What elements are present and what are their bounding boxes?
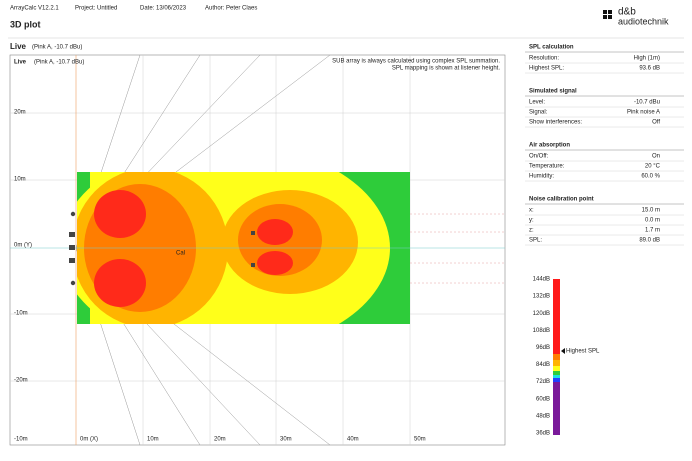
row-value: Off	[652, 120, 660, 126]
row-value: On	[652, 154, 660, 160]
highest-spl-marker: Highest SPL	[566, 349, 600, 355]
section-title: SPL calculation	[529, 45, 574, 51]
row-label: Signal:	[529, 110, 548, 116]
row-value: Pink noise A	[627, 110, 660, 116]
scale-label: 60dB	[536, 396, 550, 402]
panel-title: Live	[10, 42, 27, 51]
logo-top: d&b	[618, 7, 636, 18]
author: Author: Peter Claes	[205, 6, 257, 12]
x-label: 50m	[414, 437, 426, 443]
scale-label: 48dB	[536, 413, 550, 419]
row-label: Highest SPL:	[529, 66, 564, 72]
row-label: SPL:	[529, 238, 542, 244]
scale-label: 144dB	[533, 277, 550, 283]
section-title: Noise calibration point	[529, 197, 594, 203]
row-label: Level:	[529, 100, 545, 106]
row-label: Humidity:	[529, 174, 554, 180]
row-value: 93.6 dB	[639, 66, 660, 72]
date: Date: 13/06/2023	[140, 6, 187, 12]
y-label: 20m	[14, 110, 26, 116]
row-value: 15.0 m	[642, 208, 660, 214]
app-name: ArrayCalc V12.2.1	[10, 6, 59, 12]
row-value: 1.7 m	[645, 228, 660, 234]
row-value: 60.0 %	[641, 174, 660, 180]
section-title: Simulated signal	[529, 89, 577, 95]
logo-bottom: audiotechnik	[618, 16, 669, 26]
row-value: 0.0 m	[645, 218, 660, 224]
y-label: -20m	[14, 378, 28, 384]
plot-title: Live	[14, 60, 27, 66]
x-label: 0m (X)	[80, 437, 98, 443]
y-label: -10m	[14, 311, 28, 317]
color-scale: Highest SPL 144dB 132dB 120dB 108dB 96dB 84dB…	[533, 277, 600, 437]
scale-label: 96dB	[536, 345, 550, 351]
project: Project: Untitled	[75, 6, 117, 12]
page-title: 3D plot	[10, 19, 41, 29]
scale-label: 84dB	[536, 362, 550, 368]
scale-label: 120dB	[533, 311, 550, 317]
scale-label: 108dB	[533, 328, 550, 334]
row-label: On/Off:	[529, 154, 549, 160]
y-label: 0m (Y)	[14, 243, 32, 249]
plot-subtitle: (Pink A, -10.7 dBu)	[34, 60, 84, 66]
logo: d&b audiotechnik	[603, 7, 669, 26]
row-label: x:	[529, 208, 534, 214]
row-label: y:	[529, 218, 534, 224]
x-label: -10m	[14, 437, 28, 443]
row-value: 89.0 dB	[639, 238, 660, 244]
row-label: Temperature:	[529, 164, 565, 170]
scale-label: 36dB	[536, 430, 550, 436]
row-label: Show interferences:	[529, 120, 582, 126]
scale-label: 132dB	[533, 294, 550, 300]
row-value: -10.7 dBu	[634, 100, 660, 106]
panel-subtitle: (Pink A, -10.7 dBu)	[32, 45, 82, 51]
row-label: Resolution:	[529, 56, 559, 62]
y-label: 10m	[14, 177, 26, 183]
section-title: Air absorption	[529, 143, 570, 149]
scale-label: 72dB	[536, 379, 550, 385]
x-label: 40m	[347, 437, 359, 443]
plot-note: SUB array is always calculated using com…	[332, 59, 500, 65]
plot-note: SPL mapping is shown at listener height.	[392, 66, 501, 72]
speakers	[69, 211, 255, 286]
x-label: 10m	[147, 437, 159, 443]
row-label: z:	[529, 228, 534, 234]
row-value: 20 °C	[645, 164, 661, 170]
plot: Cal Live (Pink A, -10.7 dBu) SUB array i…	[9, 54, 506, 446]
x-label: 20m	[214, 437, 226, 443]
x-label: 30m	[280, 437, 292, 443]
row-value: High (1m)	[634, 56, 660, 62]
cal-label: Cal	[176, 251, 185, 257]
